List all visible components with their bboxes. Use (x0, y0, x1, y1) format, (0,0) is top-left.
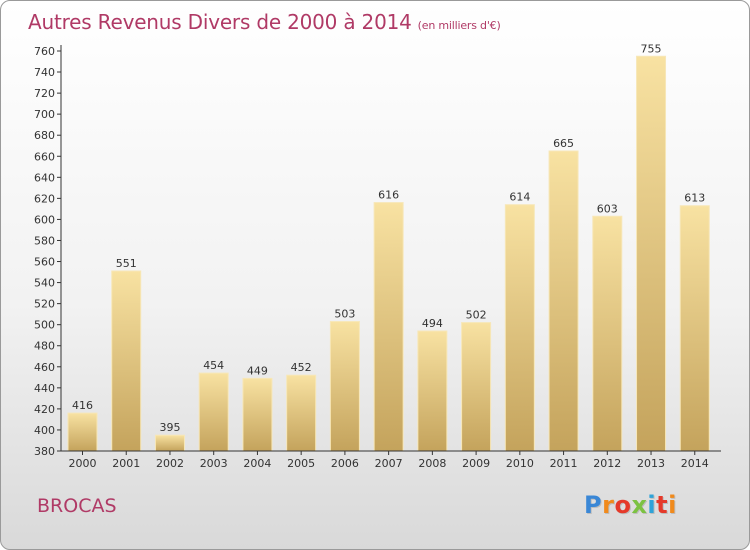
y-tick-680: 680 (34, 129, 55, 142)
data-label-2002: 395 (159, 421, 180, 434)
x-tick-2011: 2011 (550, 457, 578, 470)
proxiti-logo: Proxiti (584, 491, 677, 519)
data-label-2004: 449 (247, 364, 268, 377)
bar-2009 (461, 322, 492, 452)
bar-2012 (592, 215, 623, 452)
data-label-2012: 603 (597, 202, 618, 215)
data-label-2009: 502 (466, 309, 487, 322)
bar-2008 (417, 330, 448, 452)
data-label-2008: 494 (422, 317, 443, 330)
y-tick-720: 720 (34, 87, 55, 100)
data-label-2007: 616 (378, 189, 399, 202)
x-tick-2013: 2013 (637, 457, 665, 470)
y-tick-660: 660 (34, 150, 55, 163)
bar-2003 (198, 372, 229, 452)
x-tick-2000: 2000 (69, 457, 97, 470)
x-tick-2006: 2006 (331, 457, 359, 470)
x-tick-2002: 2002 (156, 457, 184, 470)
y-tick-480: 480 (34, 340, 55, 353)
x-tick-2005: 2005 (287, 457, 315, 470)
data-label-2010: 614 (509, 191, 530, 204)
bar-2005 (286, 374, 317, 452)
commune-name: BROCAS (37, 495, 117, 517)
y-tick-440: 440 (34, 382, 55, 395)
bar-2000 (67, 412, 98, 452)
chart-title: Autres Revenus Divers de 2000 à 2014 (en … (28, 10, 501, 34)
bar-2011 (548, 150, 579, 452)
y-tick-460: 460 (34, 361, 55, 374)
x-tick-2008: 2008 (418, 457, 446, 470)
bar-2007 (373, 202, 404, 452)
data-label-2000: 416 (72, 399, 93, 412)
y-tick-380: 380 (34, 445, 55, 458)
x-tick-2003: 2003 (200, 457, 228, 470)
bar-2010 (504, 204, 535, 452)
data-label-2005: 452 (291, 361, 312, 374)
y-tick-640: 640 (34, 171, 55, 184)
x-tick-2010: 2010 (506, 457, 534, 470)
chart-title-unit: (en milliers d'€) (417, 19, 501, 32)
data-label-2001: 551 (116, 257, 137, 270)
data-label-2006: 503 (334, 308, 355, 321)
y-tick-560: 560 (34, 256, 55, 269)
data-label-2011: 665 (553, 137, 574, 150)
y-tick-580: 580 (34, 234, 55, 247)
y-tick-540: 540 (34, 277, 55, 290)
y-tick-500: 500 (34, 319, 55, 332)
bar-2001 (111, 270, 142, 452)
x-tick-2001: 2001 (112, 457, 140, 470)
x-tick-2007: 2007 (375, 457, 403, 470)
bar-2013 (636, 55, 667, 452)
data-label-2003: 454 (203, 359, 224, 372)
chart-title-text: Autres Revenus Divers de 2000 à 2014 (28, 10, 412, 34)
bar-2002 (154, 434, 185, 452)
y-tick-400: 400 (34, 424, 55, 437)
x-tick-2014: 2014 (681, 457, 709, 470)
y-tick-700: 700 (34, 108, 55, 121)
data-label-2013: 755 (641, 42, 662, 55)
data-label-2014: 613 (684, 192, 705, 205)
y-tick-760: 760 (34, 45, 55, 58)
y-tick-620: 620 (34, 192, 55, 205)
x-tick-2012: 2012 (593, 457, 621, 470)
y-tick-520: 520 (34, 298, 55, 311)
bar-2006 (329, 321, 360, 452)
bar-2004 (242, 377, 273, 452)
x-tick-2004: 2004 (243, 457, 271, 470)
y-tick-740: 740 (34, 66, 55, 79)
y-tick-420: 420 (34, 403, 55, 416)
bar-2014 (679, 205, 710, 452)
x-tick-2009: 2009 (462, 457, 490, 470)
y-tick-600: 600 (34, 213, 55, 226)
